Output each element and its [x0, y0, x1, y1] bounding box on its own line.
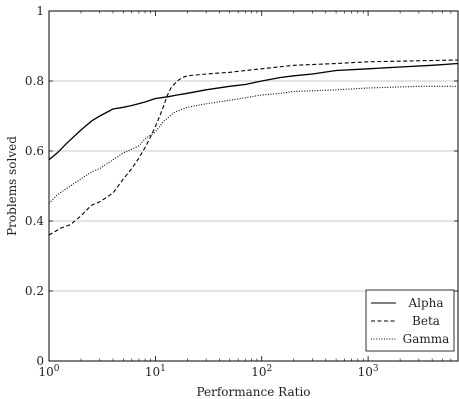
legend-label-beta: Beta [412, 314, 440, 328]
y-tick-label: 0.8 [25, 74, 44, 88]
series-lines [48, 59, 459, 236]
x-tick-label: 101 [145, 364, 166, 379]
y-tick-label: 0.2 [25, 284, 44, 298]
y-tick-label: 0.6 [25, 144, 44, 158]
plot-frame [48, 10, 459, 362]
x-tick-label: 102 [251, 364, 272, 379]
x-axis-label: Performance Ratio [196, 385, 310, 399]
x-tick-label: 100 [38, 364, 59, 379]
y-tick-label: 0 [36, 354, 44, 368]
series-line-beta [48, 59, 459, 236]
x-tick-label: 103 [358, 364, 379, 379]
series-line-gamma [48, 85, 458, 204]
grid-lines [49, 80, 458, 292]
legend-label-alpha: Alpha [407, 296, 443, 310]
y-axis-label: Problems solved [5, 136, 19, 236]
axis-ticks: 0 0.2 0.4 0.6 0.8 1 100 101 102 103 [25, 4, 458, 379]
legend-label-gamma: Gamma [403, 332, 450, 346]
legend: Alpha Beta Gamma [365, 289, 455, 352]
series-line-alpha [48, 62, 459, 161]
y-tick-label: 0.4 [25, 214, 44, 228]
y-tick-label: 1 [36, 4, 44, 18]
